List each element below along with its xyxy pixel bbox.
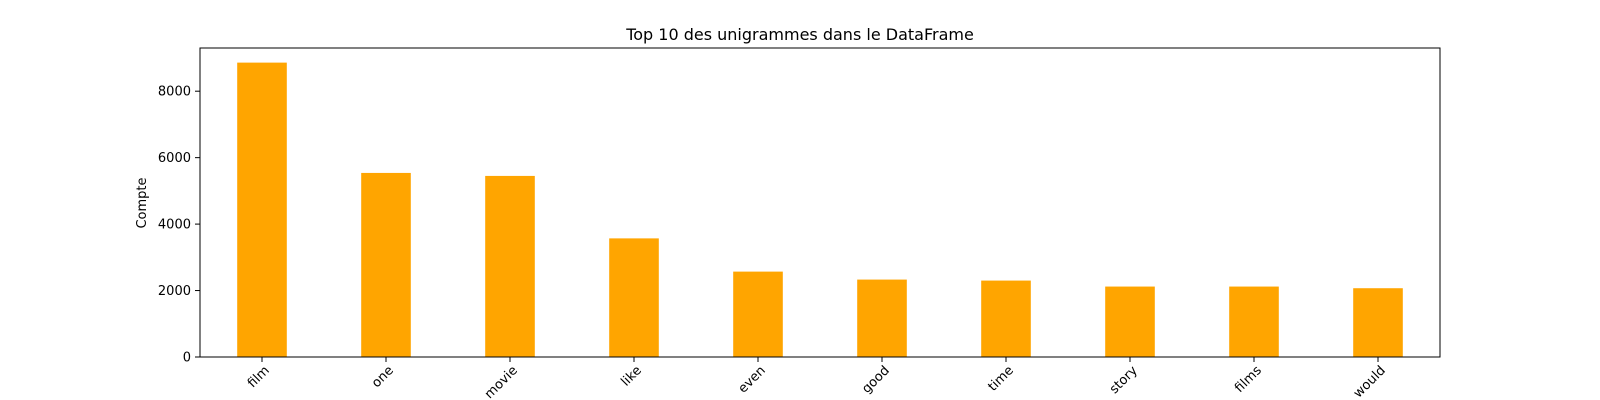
bar-story — [1105, 286, 1155, 357]
bar-film — [237, 62, 287, 358]
bar-movie — [485, 175, 535, 357]
x-tick-label-would: would — [1351, 363, 1389, 400]
bar-one — [361, 172, 411, 357]
x-tick-label-films: films — [1232, 363, 1265, 396]
bar-would — [1353, 288, 1403, 357]
y-tick-label: 2000 — [158, 284, 191, 299]
y-axis: 0 2000 4000 6000 8000 — [158, 85, 200, 366]
chart-title: Top 10 des unigrammes dans le DataFrame — [625, 25, 974, 44]
bar-even — [733, 271, 783, 357]
bar-good — [857, 279, 907, 357]
bar-time — [981, 280, 1031, 357]
x-tick-label-time: time — [985, 363, 1016, 394]
x-tick-label-even: even — [736, 363, 769, 396]
bar-like — [609, 238, 659, 357]
x-tick-label-story: story — [1107, 363, 1141, 397]
y-tick-label: 4000 — [158, 218, 191, 233]
plot-frame — [199, 47, 1441, 358]
y-tick-label: 0 — [183, 351, 191, 366]
x-tick-label-movie: movie — [482, 363, 521, 400]
y-tick-label: 6000 — [158, 151, 191, 166]
x-tick-label-like: like — [618, 363, 644, 389]
x-tick-label-one: one — [369, 363, 397, 391]
x-tick-label-good: good — [859, 363, 893, 397]
x-tick-label-film: film — [245, 363, 273, 391]
bars-group — [237, 62, 1403, 358]
x-axis: film one movie like even good time story films wo… — [245, 357, 1389, 400]
y-tick-label: 8000 — [158, 85, 191, 100]
bar-films — [1229, 286, 1279, 357]
y-axis-label: Compte — [135, 177, 150, 228]
